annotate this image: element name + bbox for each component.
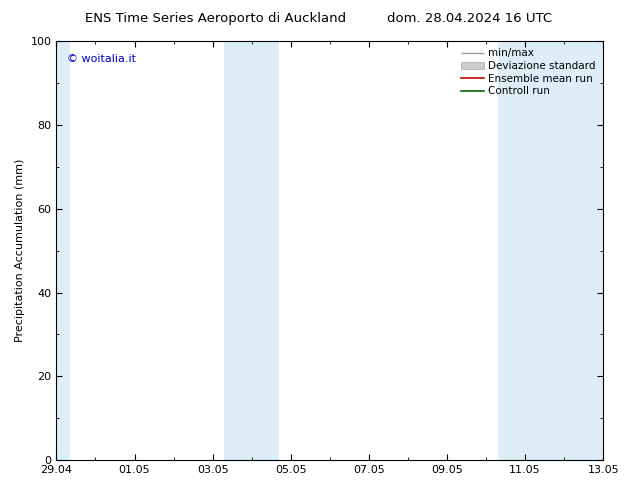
Bar xyxy=(224,41,279,460)
Bar xyxy=(55,41,70,460)
Text: dom. 28.04.2024 16 UTC: dom. 28.04.2024 16 UTC xyxy=(387,12,552,25)
Bar xyxy=(498,41,607,460)
Legend: min/max, Deviazione standard, Ensemble mean run, Controll run: min/max, Deviazione standard, Ensemble m… xyxy=(457,44,600,100)
Y-axis label: Precipitation Accumulation (mm): Precipitation Accumulation (mm) xyxy=(15,159,25,343)
Text: © woitalia.it: © woitalia.it xyxy=(67,53,136,64)
Text: ENS Time Series Aeroporto di Auckland: ENS Time Series Aeroporto di Auckland xyxy=(85,12,346,25)
